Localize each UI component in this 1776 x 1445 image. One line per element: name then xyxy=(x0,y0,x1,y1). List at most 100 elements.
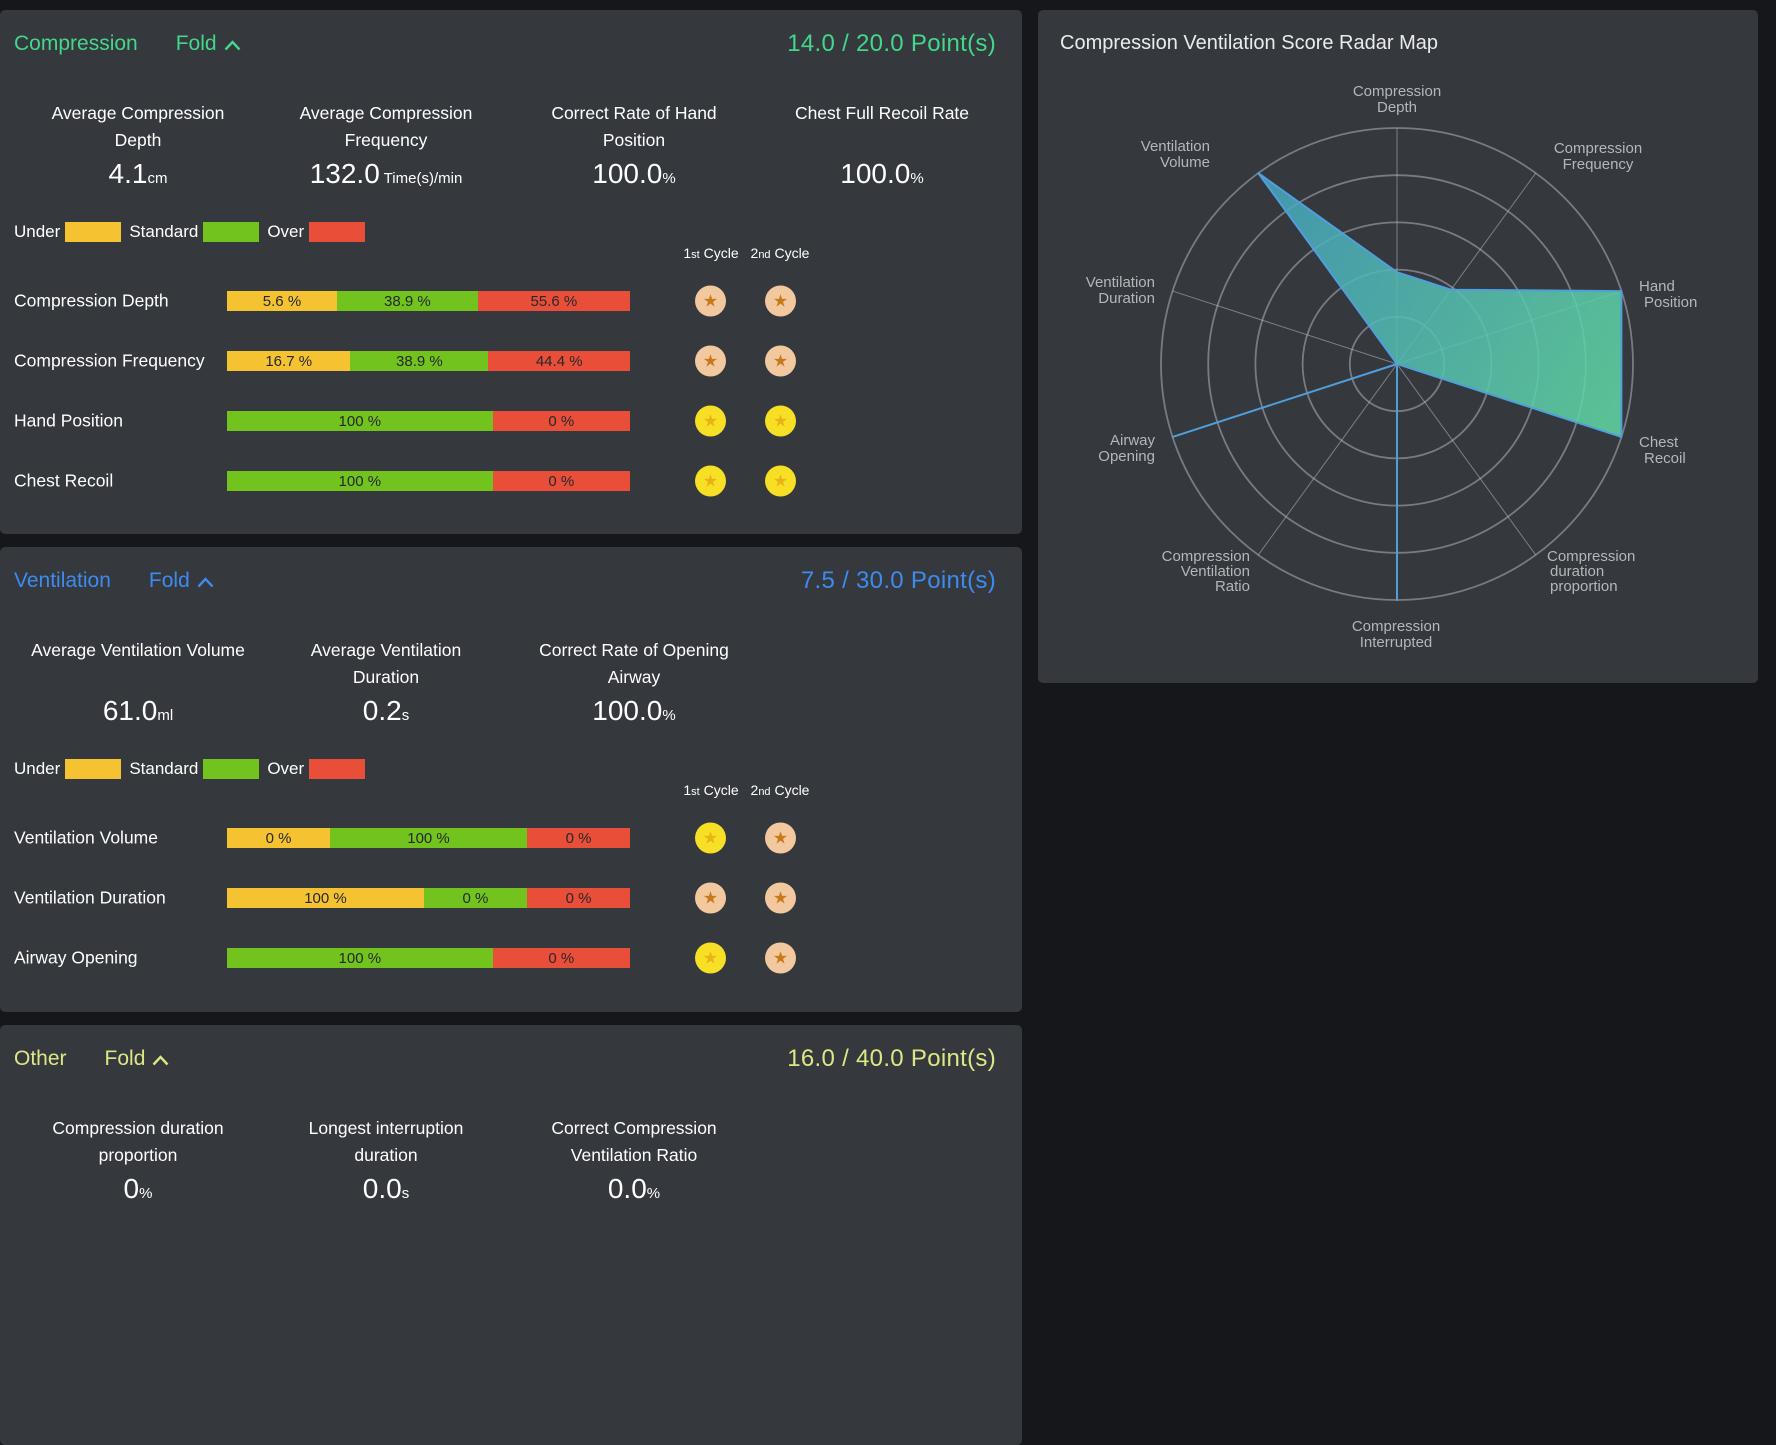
bar-segment-over: 0 % xyxy=(526,828,631,848)
bar-row: Ventilation Volume 0 % 100 % 0 % ★ ★ xyxy=(14,808,996,868)
cycle-star-bronze: ★ xyxy=(765,822,796,854)
cycle-number: 1 xyxy=(683,782,692,798)
bar-row-label: Compression Frequency xyxy=(14,350,205,371)
bar-segment-over: 55.6 % xyxy=(477,291,630,311)
radar-axis-label: Airway Opening xyxy=(1098,432,1155,465)
bar-row: Ventilation Duration 100 % 0 % 0 % ★ ★ xyxy=(14,868,996,928)
metric-column: Average Ventilation Duration 0.2s xyxy=(262,637,510,727)
bar-segment-under: 0 % xyxy=(227,828,331,848)
bar-segment-under: 16.7 % xyxy=(227,351,351,371)
ventilation-fold-button[interactable]: Fold xyxy=(149,569,214,593)
metric-label-line: Position xyxy=(602,130,666,150)
bar-segment-standard: 38.9 % xyxy=(350,351,489,371)
metric-label-line: Correct Rate of Opening xyxy=(539,640,729,660)
legend-label-over: Over xyxy=(267,759,305,778)
cycle-header-1: 1st Cycle xyxy=(671,782,751,798)
metric-value: 100.0% xyxy=(510,695,758,727)
bar-segment-under: 100 % xyxy=(227,888,424,908)
metric-unit: % xyxy=(662,707,676,724)
metric-column: Chest Full Recoil Rate 100.0% xyxy=(758,100,1006,190)
metric-number: 0.0 xyxy=(362,1173,402,1204)
legend-swatch-over xyxy=(309,759,366,779)
metric-label-line: Correct Compression xyxy=(551,1118,717,1138)
metric-label-line: Airway xyxy=(607,667,661,687)
cycle-star-gold: ★ xyxy=(765,405,796,437)
compression-fold-button[interactable]: Fold xyxy=(176,32,241,56)
cycle-number: 2 xyxy=(750,245,759,261)
chevron-up-icon xyxy=(153,1054,169,1065)
metric-unit: % xyxy=(910,170,924,187)
metric-column: Average Compression Frequency 132.0 Time(s… xyxy=(262,100,510,190)
radar-spoke xyxy=(1396,363,1537,556)
metric-label: Average Compression Frequency xyxy=(262,100,510,154)
radar-axis-label: Ventilation Volume xyxy=(1141,138,1210,171)
metric-label-line: Average Compression xyxy=(51,103,225,123)
metric-value: 100.0% xyxy=(758,158,1006,190)
cycle-header-1: 1st Cycle xyxy=(671,245,751,261)
legend-label-under: Under xyxy=(14,759,61,778)
metric-label-line: Average Ventilation xyxy=(310,640,462,660)
chevron-up-icon xyxy=(197,576,214,587)
metric-unit: % xyxy=(662,170,676,187)
legend-label-standard: Standard xyxy=(129,222,199,241)
ventilation-metrics-row: Average Ventilation Volume 61.0ml Average … xyxy=(14,637,996,727)
radar-panel: Compression Depth Compression Frequency Hand… xyxy=(1038,10,1758,683)
bar-segment-standard: 100 % xyxy=(330,828,527,848)
radar-axis-label: Chest Recoil xyxy=(1639,434,1686,467)
metric-label-line: proportion xyxy=(98,1145,178,1165)
bar-row: Compression Depth 5.6 % 38.9 % 55.6 % ★ ★ xyxy=(14,271,996,331)
legend-label-over: Over xyxy=(267,222,305,241)
metric-number: 4.1 xyxy=(108,158,148,189)
metric-number: 100.0 xyxy=(840,158,911,189)
metric-label-line: Frequency xyxy=(344,130,428,150)
other-panel-title: Other xyxy=(14,1047,67,1070)
metric-value: 61.0ml xyxy=(14,695,262,727)
fold-label: Fold xyxy=(104,1047,146,1070)
fold-label: Fold xyxy=(175,32,217,55)
ventilation-panel-title: Ventilation xyxy=(14,569,111,592)
compression-panel-header: Compression Fold 14.0 / 20.0 Point(s) xyxy=(14,10,996,58)
metric-value: 4.1cm xyxy=(14,158,262,190)
metric-column: Average Compression Depth 4.1cm xyxy=(14,100,262,190)
metric-column: Average Ventilation Volume 61.0ml xyxy=(14,637,262,727)
metric-label-line: Depth xyxy=(114,130,162,150)
cycle-star-bronze: ★ xyxy=(695,882,726,914)
bar-segment-under: 5.6 % xyxy=(227,291,337,311)
metric-value: 132.0 Time(s)/min xyxy=(262,158,510,190)
bar-row: Airway Opening 100 % 0 % ★ ★ xyxy=(14,928,996,988)
metric-number: 0 xyxy=(123,1173,140,1204)
metric-label-line: duration xyxy=(354,1145,418,1165)
metric-column: Correct Rate of Hand Position 100.0% xyxy=(510,100,758,190)
radar-axis-label: Hand Position xyxy=(1639,278,1697,311)
legend-swatch-over xyxy=(309,222,366,242)
cycle-number: 2 xyxy=(750,782,759,798)
metric-column: Compression duration proportion 0% xyxy=(14,1115,262,1205)
cycle-star-gold: ★ xyxy=(695,405,726,437)
cycle-ordinal: st xyxy=(691,786,700,798)
cycle-word: Cycle xyxy=(770,782,810,798)
ventilation-panel: Ventilation Fold 7.5 / 30.0 Point(s) Ave… xyxy=(0,547,1022,1012)
other-fold-button[interactable]: Fold xyxy=(105,1047,170,1071)
cycle-ordinal: nd xyxy=(758,249,771,261)
metric-unit: s xyxy=(401,707,410,724)
cycle-star-bronze: ★ xyxy=(765,942,796,974)
stacked-bar: 5.6 % 38.9 % 55.6 % xyxy=(227,291,630,311)
cycle-star-gold: ★ xyxy=(695,822,726,854)
bar-segment-standard: 100 % xyxy=(227,948,493,968)
bar-row-label: Compression Depth xyxy=(14,290,169,311)
bar-row: Chest Recoil 100 % 0 % ★ ★ xyxy=(14,451,996,511)
cycle-word: Cycle xyxy=(699,782,739,798)
bar-segment-standard: 0 % xyxy=(423,888,527,908)
cycle-star-bronze: ★ xyxy=(765,285,796,317)
cycle-star-gold: ★ xyxy=(695,465,726,497)
bar-segment-over: 0 % xyxy=(526,888,631,908)
cycle-star-gold: ★ xyxy=(765,465,796,497)
legend-swatch-under xyxy=(65,222,122,242)
metric-label: Longest interruption duration xyxy=(262,1115,510,1169)
bar-segment-over: 44.4 % xyxy=(488,351,630,371)
metric-label: Chest Full Recoil Rate xyxy=(758,100,1006,154)
bar-row-label: Ventilation Duration xyxy=(14,887,166,908)
metric-label: Correct Compression Ventilation Ratio xyxy=(510,1115,758,1169)
ventilation-legend: Under Standard Over xyxy=(14,759,996,779)
bar-segment-over: 0 % xyxy=(492,471,630,491)
